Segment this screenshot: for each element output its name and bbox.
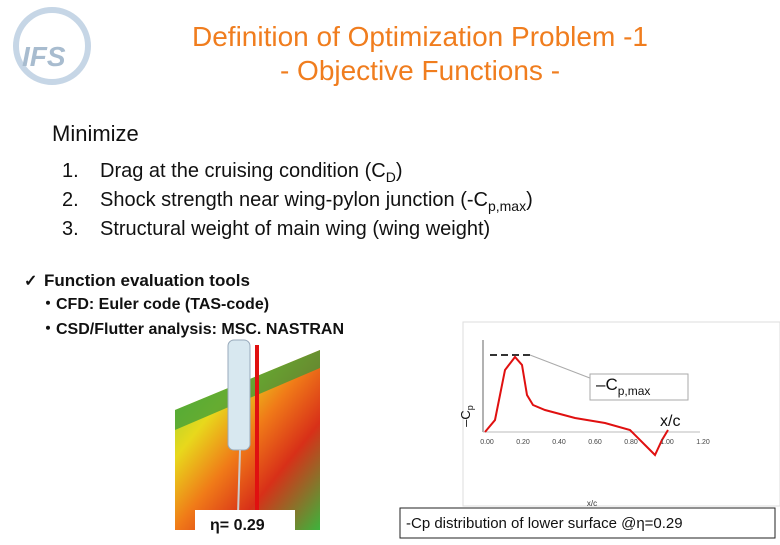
- caption: -Cp distribution of lower surface @η=0.2…: [406, 515, 683, 532]
- x-tick-label: 1.20: [696, 439, 710, 446]
- cpmax-text: –C: [596, 375, 618, 394]
- item-after: ): [526, 189, 533, 211]
- x-tick-label: 1.00: [660, 439, 674, 446]
- x-tick-label: 0.20: [516, 439, 530, 446]
- x-tick-label: 0.40: [552, 439, 566, 446]
- cfd-image: [175, 339, 320, 536]
- title: - Objective Functions -: [280, 55, 560, 86]
- cp-plot: [462, 321, 780, 507]
- cpmax-sub: p,max: [618, 384, 651, 398]
- item-main: Shock strength near wing-pylon junction …: [100, 189, 488, 211]
- tools-heading: Function evaluation tools: [44, 271, 250, 290]
- item-text: Drag at the cruising condition (CD): [100, 160, 403, 185]
- item-main: Drag at the cruising condition (C: [100, 160, 386, 182]
- item-text: Structural weight of main wing (wing wei…: [100, 218, 490, 240]
- item-main: Structural weight of main wing (wing wei…: [100, 218, 490, 240]
- heading: Minimize: [52, 121, 139, 146]
- check: ✓: [24, 273, 37, 290]
- item-sub: D: [386, 169, 396, 185]
- item-number: 1.: [62, 160, 79, 182]
- y-label-text: –C: [458, 410, 473, 427]
- item-number: 2.: [62, 189, 79, 211]
- x-label: x/c: [587, 499, 597, 508]
- x-tick-label: 0.60: [588, 439, 602, 446]
- bullet: ・CFD: Euler code (TAS-code): [40, 296, 269, 313]
- item-sub: p,max: [488, 198, 526, 214]
- x-tick-label: 0.00: [480, 439, 494, 446]
- caption-box: [399, 507, 776, 539]
- xc-annotation: x/c: [660, 413, 680, 430]
- y-label-sub: p: [465, 405, 475, 410]
- eta-label: η= 0.29: [210, 517, 265, 534]
- x-tick-label: 0.80: [624, 439, 638, 446]
- logo-text: IFS: [22, 41, 66, 72]
- item-number: 3.: [62, 218, 79, 240]
- item-text: Shock strength near wing-pylon junction …: [100, 189, 533, 214]
- y-label: –Cp: [458, 405, 475, 427]
- title: Definition of Optimization Problem -1: [192, 21, 648, 52]
- bullet: ・CSD/Flutter analysis: MSC. NASTRAN: [40, 321, 344, 338]
- cpmax-label: –Cp,max: [596, 375, 650, 398]
- logo: IFS: [13, 7, 91, 85]
- item-after: ): [396, 160, 403, 182]
